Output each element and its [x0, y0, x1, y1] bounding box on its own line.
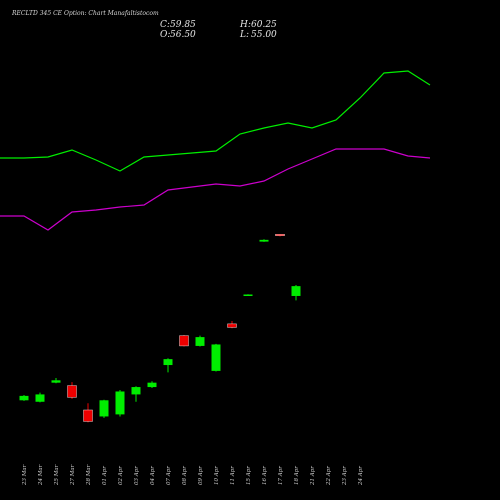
candle-body: [19, 395, 29, 401]
candle-28-mar: [83, 403, 93, 423]
candle-03-apr: [131, 386, 141, 402]
candle-body: [275, 234, 285, 236]
candle-17-apr: [275, 233, 285, 237]
candle-10-apr: [211, 343, 221, 372]
close-value: 59.85: [170, 20, 196, 30]
x-tick-label: 24 Mar: [38, 464, 44, 486]
candle-body: [291, 286, 301, 296]
candle-11-apr: [227, 320, 237, 329]
candle-body: [67, 385, 77, 398]
x-tick-label: 18 Apr: [294, 466, 300, 485]
candle-08-apr: [179, 335, 189, 347]
x-tick-label: 07 Apr: [166, 466, 172, 485]
x-tick-label: 21 Apr: [310, 466, 316, 486]
candle-body: [83, 409, 93, 422]
x-tick-label: 01 Apr: [102, 466, 108, 485]
x-tick-label: 23 Mar: [22, 464, 28, 486]
candle-18-apr: [291, 284, 301, 301]
x-tick-label: 16 Apr: [262, 466, 268, 485]
x-tick-label: 22 Apr: [326, 466, 332, 486]
candle-body: [179, 335, 189, 347]
x-axis-ticks: 23 Mar 24 Mar 25 Mar 27 Mar 28 Mar 01 Apr 02 A…: [22, 464, 364, 486]
open-label: O:: [160, 30, 170, 40]
open-value: 56.50: [170, 30, 196, 40]
high-label: H:: [239, 20, 251, 30]
x-tick-label: 03 Apr: [134, 466, 140, 485]
candle-body: [243, 294, 253, 297]
x-tick-label: 24 Apr: [358, 466, 364, 486]
x-tick-label: 17 Apr: [278, 466, 284, 485]
candle-24-mar: [35, 392, 45, 403]
candle-04-apr: [147, 381, 157, 388]
candle-25-mar: [51, 377, 61, 384]
moving-average-line-1: [0, 70, 431, 172]
x-tick-label: 08 Apr: [182, 466, 188, 485]
chart-title: RECLTD 345 CE Option: Chart Manafaltisto…: [11, 10, 159, 17]
candle-body: [211, 344, 221, 371]
x-tick-label: 15 Apr: [246, 466, 252, 485]
x-tick-label: 02 Apr: [118, 466, 124, 485]
candle-body: [131, 387, 141, 395]
x-tick-label: 25 Mar: [54, 464, 60, 486]
candle-09-apr: [195, 335, 205, 347]
candle-body: [51, 380, 61, 383]
candle-body: [259, 239, 269, 242]
low-value: 55.00: [251, 30, 277, 40]
candle-body: [99, 400, 109, 417]
candle-01-apr: [99, 399, 109, 418]
x-tick-label: 28 Mar: [86, 464, 92, 486]
candle-body: [227, 323, 237, 328]
x-tick-label: 10 Apr: [214, 466, 220, 485]
candle-body: [147, 382, 157, 388]
moving-average-line-2: [0, 148, 431, 231]
low-label: L:: [239, 30, 249, 40]
candle-16-apr: [259, 239, 269, 242]
candle-body: [115, 391, 125, 415]
x-tick-label: 11 Apr: [230, 466, 236, 485]
high-value: 60.25: [251, 20, 277, 30]
candle-07-apr: [163, 358, 173, 373]
x-tick-label: 27 Mar: [70, 464, 76, 486]
candle-02-apr: [115, 390, 125, 417]
candle-body: [35, 394, 45, 402]
x-tick-label: 04 Apr: [150, 466, 156, 485]
x-tick-label: 23 Apr: [342, 466, 348, 486]
candle-15-apr: [243, 294, 253, 297]
candle-23-mar: [19, 395, 29, 401]
candle-layer: [19, 233, 301, 423]
candle-body: [195, 337, 205, 346]
x-tick-label: 09 Apr: [198, 466, 204, 485]
close-label: C:: [160, 20, 170, 30]
candle-body: [163, 359, 173, 366]
moving-average-layer: [0, 70, 431, 231]
candle-27-mar: [67, 382, 77, 399]
